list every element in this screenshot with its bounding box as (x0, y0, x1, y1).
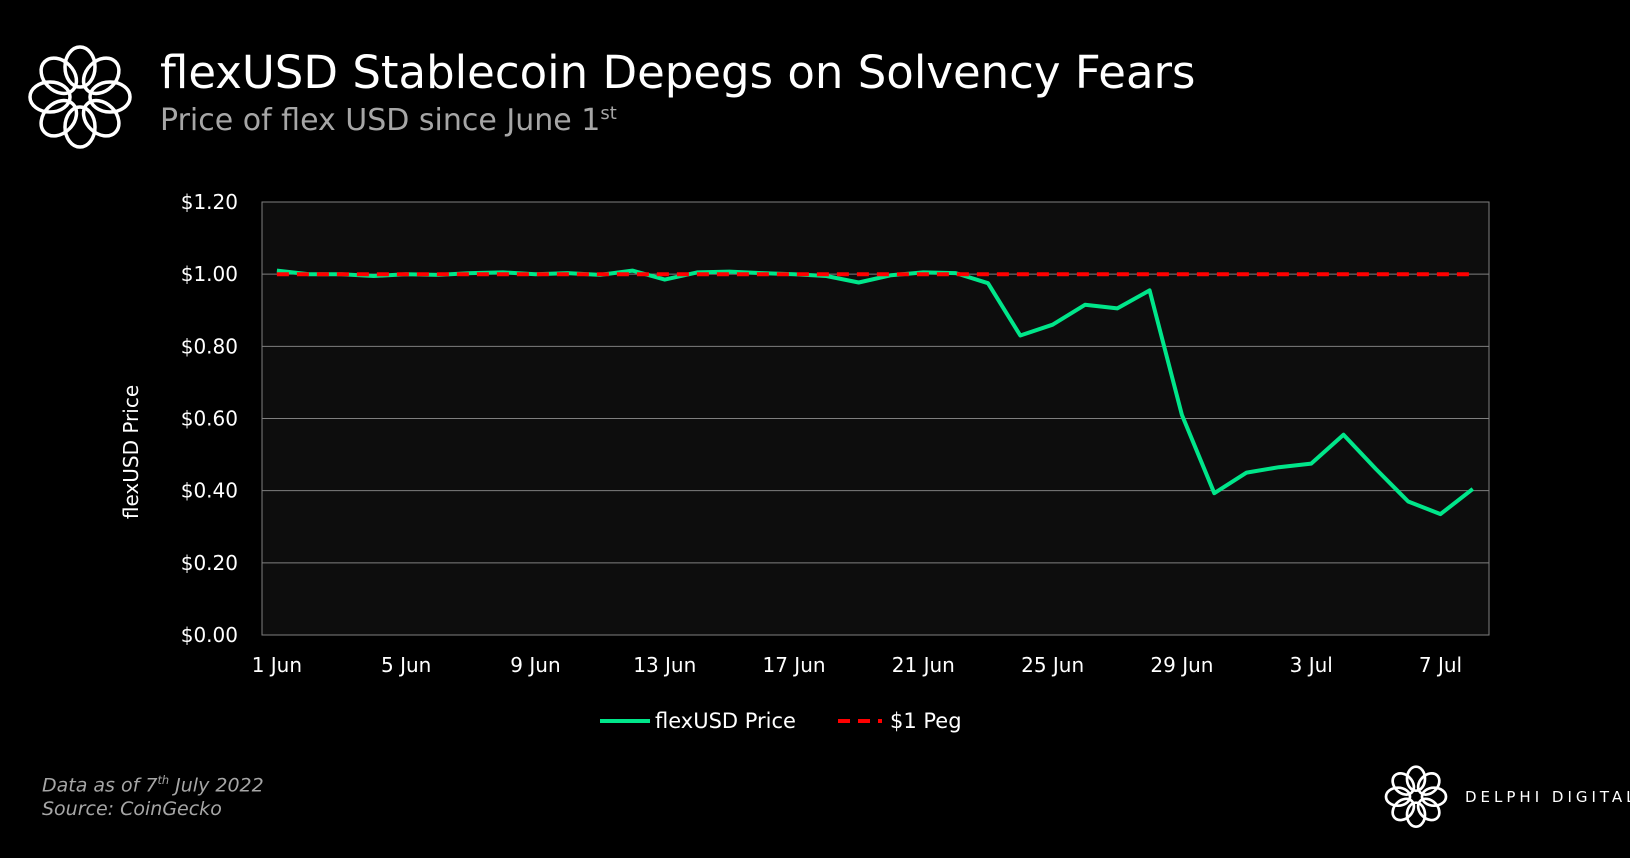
y-tick-label: $0.00 (181, 623, 238, 647)
x-tick-label: 7 Jul (1419, 653, 1462, 677)
y-tick-label: $0.80 (181, 334, 238, 358)
y-tick-label: $0.20 (181, 551, 238, 575)
data-as-of-suffix: July 2022 (169, 774, 264, 797)
x-tick-label: 29 Jun (1150, 653, 1213, 677)
logo-loop (1384, 786, 1412, 808)
logo-loop (1391, 797, 1416, 822)
chart-title: flexUSD Stablecoin Depegs on Solvency Fe… (160, 46, 1196, 99)
logo-loop (63, 105, 97, 149)
y-axis-label: flexUSD Price (119, 385, 143, 519)
subtitle-text: Price of flex USD since June 1 (160, 103, 601, 138)
line-chart: $0.00 $0.20 $0.40 $0.60 $0.80 $1.00 $1.20 1 Ju… (119, 190, 1490, 733)
x-tick-label: 25 Jun (1021, 653, 1084, 677)
x-tick-label: 5 Jun (381, 653, 431, 677)
logo-loop (1416, 797, 1441, 822)
subtitle-sup: st (600, 103, 617, 124)
x-tick-label: 9 Jun (510, 653, 560, 677)
data-as-of-note: Data as of 7th July 2022 (42, 773, 264, 796)
logo-loop (63, 45, 97, 89)
chart-subtitle: Price of flex USD since June 1st (160, 103, 617, 138)
brand-name: DELPHI DIGITAL (1465, 788, 1630, 806)
logo-loop (1420, 786, 1448, 808)
legend-label-price: flexUSD Price (655, 709, 796, 733)
logo-loop (88, 80, 132, 114)
series-line-flexusd-price (276, 268, 1475, 517)
logo-loop (1416, 772, 1441, 796)
data-as-of-sup: th (157, 773, 170, 787)
legend: flexUSD Price $1 Peg (600, 709, 962, 733)
y-tick-label: $1.20 (181, 190, 238, 214)
y-tick-label: $1.00 (181, 262, 238, 286)
x-tick-label: 13 Jun (633, 653, 696, 677)
y-tick-label: $0.60 (181, 407, 238, 431)
logo-loop (81, 56, 121, 96)
logo-loop (1391, 772, 1416, 796)
logo-loop (39, 98, 79, 138)
logo-loop (28, 80, 72, 114)
legend-label-peg: $1 Peg (890, 709, 962, 733)
logo-loop (39, 56, 79, 96)
x-tick-label: 3 Jul (1290, 653, 1333, 677)
logo-loop (1405, 765, 1427, 793)
delphi-logo-icon (28, 45, 132, 149)
x-tick-label: 21 Jun (892, 653, 955, 677)
delphi-brand-logo-icon (1384, 765, 1448, 829)
x-tick-label: 1 Jun (252, 653, 302, 677)
data-as-of-text: Data as of 7 (42, 774, 158, 797)
y-tick-label: $0.40 (181, 479, 238, 503)
logo-loop (1405, 801, 1427, 829)
logo-loop (81, 98, 121, 138)
x-tick-label: 17 Jun (763, 653, 826, 677)
source-note: Source: CoinGecko (42, 798, 222, 820)
